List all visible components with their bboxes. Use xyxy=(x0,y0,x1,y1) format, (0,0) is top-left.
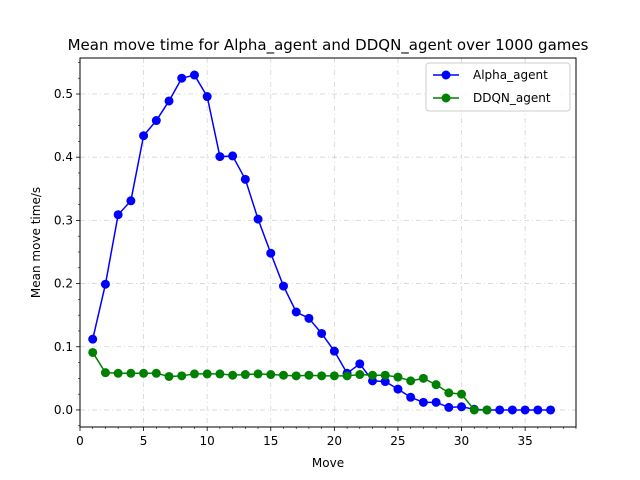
y-tick-label: 0.1 xyxy=(54,340,73,354)
data-point xyxy=(317,371,327,381)
data-point xyxy=(533,405,543,415)
data-point xyxy=(291,371,301,381)
x-tick-label: 15 xyxy=(263,434,278,448)
data-point xyxy=(100,279,110,289)
data-point xyxy=(507,405,517,415)
data-point xyxy=(431,397,441,407)
x-tick-label: 25 xyxy=(390,434,405,448)
plot-frame xyxy=(79,57,577,428)
data-point xyxy=(393,372,403,382)
data-point xyxy=(457,389,467,399)
x-tick-label: 10 xyxy=(200,434,215,448)
chart-title: Mean move time for Alpha_agent and DDQN_… xyxy=(68,36,589,55)
data-point xyxy=(88,347,98,357)
y-tick-label: 0.0 xyxy=(54,403,73,417)
data-point xyxy=(469,405,479,415)
data-point xyxy=(304,313,314,323)
x-axis-label: Move xyxy=(312,456,344,470)
data-point xyxy=(329,346,339,356)
data-point xyxy=(202,92,212,102)
data-point xyxy=(139,368,149,378)
axis-ticks: 0 5 10 15 20 25 30 35 0.0 0.1 0.2 0.3 0.4 0.5 xyxy=(54,62,577,448)
data-point xyxy=(329,371,339,381)
data-point xyxy=(113,210,123,220)
data-point xyxy=(253,369,263,379)
data-point xyxy=(240,174,250,184)
data-point xyxy=(164,371,174,381)
y-axis-label: Mean move time/s xyxy=(29,187,43,298)
data-point xyxy=(240,370,250,380)
data-point xyxy=(177,73,187,83)
x-tick-label: 0 xyxy=(76,434,84,448)
data-point xyxy=(215,152,225,162)
data-point xyxy=(215,369,225,379)
data-point xyxy=(304,370,314,380)
data-point xyxy=(444,402,454,412)
data-point xyxy=(228,151,238,161)
data-point xyxy=(495,405,505,415)
data-point xyxy=(177,371,187,381)
data-point xyxy=(151,368,161,378)
data-point xyxy=(406,392,416,402)
data-point xyxy=(164,96,174,106)
data-point xyxy=(457,402,467,412)
data-point xyxy=(444,388,454,398)
data-point xyxy=(355,370,365,380)
y-tick-label: 0.5 xyxy=(54,87,73,101)
data-point xyxy=(342,371,352,381)
data-point xyxy=(368,370,378,380)
data-point xyxy=(126,196,136,206)
x-tick-label: 35 xyxy=(517,434,532,448)
data-point xyxy=(253,214,263,224)
data-point xyxy=(189,369,199,379)
y-tick-label: 0.2 xyxy=(54,277,73,291)
data-point xyxy=(278,281,288,291)
grid xyxy=(79,58,576,427)
data-point xyxy=(393,384,403,394)
legend-box xyxy=(425,62,571,112)
data-point xyxy=(113,368,123,378)
data-point xyxy=(189,70,199,80)
data-point xyxy=(380,370,390,380)
legend-marker-ddqn xyxy=(441,93,451,103)
data-point xyxy=(266,370,276,380)
data-point xyxy=(228,370,238,380)
x-tick-label: 30 xyxy=(454,434,469,448)
data-point xyxy=(418,373,428,383)
data-point xyxy=(406,376,416,386)
legend-label-alpha: Alpha_agent xyxy=(473,68,548,82)
data-point xyxy=(355,359,365,369)
series-layer xyxy=(88,70,556,415)
x-tick-label: 20 xyxy=(327,434,342,448)
data-point xyxy=(202,369,212,379)
data-point xyxy=(317,328,327,338)
data-point xyxy=(139,131,149,141)
data-point xyxy=(431,380,441,390)
data-point xyxy=(151,116,161,126)
data-point xyxy=(380,377,390,387)
data-point xyxy=(100,368,110,378)
y-tick-label: 0.3 xyxy=(54,213,73,227)
data-point xyxy=(546,405,556,415)
data-point xyxy=(266,248,276,258)
legend-label-ddqn: DDQN_agent xyxy=(473,91,551,105)
data-point xyxy=(418,397,428,407)
data-point xyxy=(126,368,136,378)
data-point xyxy=(88,334,98,344)
data-point xyxy=(482,405,492,415)
x-tick-label: 5 xyxy=(140,434,148,448)
legend-marker-alpha xyxy=(441,70,451,80)
data-point xyxy=(520,405,530,415)
y-tick-label: 0.4 xyxy=(54,150,73,164)
legend: Alpha_agent DDQN_agent xyxy=(425,62,571,112)
data-point xyxy=(278,370,288,380)
series-ddqn-agent xyxy=(88,347,492,415)
data-point xyxy=(291,307,301,317)
